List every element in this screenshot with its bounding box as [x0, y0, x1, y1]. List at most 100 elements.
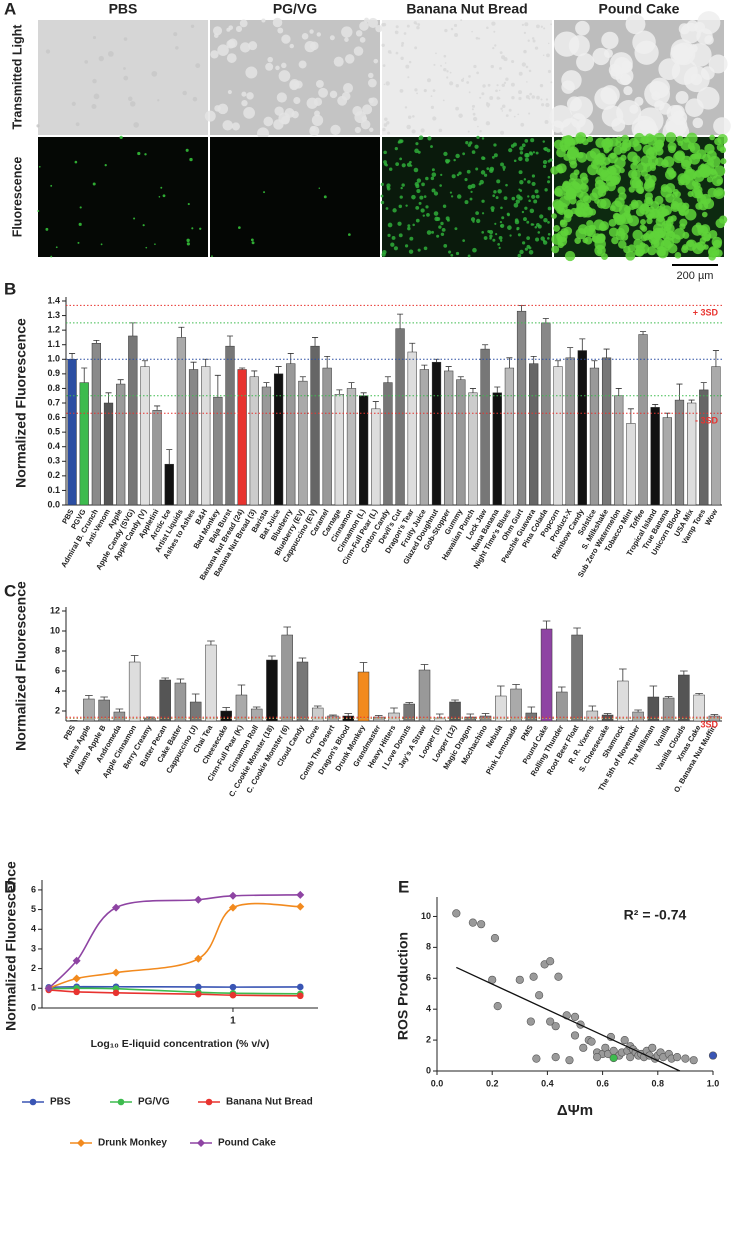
bar: [322, 367, 332, 506]
image-texture: [522, 241, 526, 245]
error-bar: [652, 404, 659, 408]
image-texture: [380, 200, 385, 205]
image-texture: [464, 178, 468, 182]
image-texture: [606, 181, 617, 192]
image-texture: [451, 174, 456, 179]
image-texture: [667, 216, 674, 223]
image-texture: [104, 164, 107, 167]
image-texture: [241, 91, 247, 97]
point: [72, 974, 81, 983]
image-texture: [537, 224, 542, 229]
image-texture: [79, 206, 82, 209]
bar: [152, 410, 162, 506]
image-texture: [380, 194, 384, 198]
image-texture: [587, 164, 599, 176]
micrograph: [550, 132, 728, 262]
image-texture: [507, 225, 512, 230]
image-texture: [412, 223, 415, 227]
image-texture: [420, 208, 425, 213]
bar: [237, 369, 247, 506]
image-texture: [482, 157, 486, 160]
y-axis-title: Normalized Fluorescence: [13, 318, 29, 488]
image-texture: [526, 244, 531, 249]
image-texture: [518, 71, 523, 76]
image-texture: [694, 169, 703, 178]
image-texture: [496, 96, 500, 100]
bar: [614, 395, 624, 506]
image-texture: [476, 135, 480, 140]
error-bar: [154, 405, 161, 411]
image-texture: [550, 81, 553, 84]
x-tick-label: 1.0: [707, 1078, 720, 1088]
image-texture: [199, 227, 202, 230]
point: [229, 983, 237, 991]
bar: [571, 634, 583, 722]
image-texture: [559, 219, 566, 226]
image-texture: [520, 122, 525, 127]
point: [44, 984, 53, 993]
image-texture: [660, 184, 669, 193]
image-texture: [45, 227, 49, 231]
image-texture: [431, 168, 435, 172]
image-texture: [661, 160, 669, 168]
image-texture: [619, 73, 632, 86]
image-texture: [277, 27, 284, 34]
legend-label: PBS: [50, 1097, 71, 1108]
image-texture: [582, 206, 594, 218]
point: [112, 968, 121, 977]
image-texture: [492, 194, 496, 198]
image-texture: [213, 26, 223, 36]
image-texture: [92, 182, 96, 186]
error-bar: [390, 707, 398, 713]
point: [452, 909, 461, 918]
image-texture: [422, 214, 425, 217]
image-texture: [521, 210, 525, 214]
error-bar: [359, 662, 368, 672]
image-texture: [442, 204, 447, 208]
image-texture: [386, 186, 391, 191]
image-texture: [481, 231, 485, 234]
image-texture: [189, 157, 193, 162]
image-texture: [493, 30, 496, 33]
x-axis-title: Log₁₀ E-liquid concentration (% v/v): [91, 1038, 270, 1050]
point: [565, 1056, 574, 1065]
image-texture: [359, 21, 369, 31]
image-texture: [470, 217, 476, 222]
image-texture: [478, 182, 482, 186]
image-texture: [545, 102, 550, 108]
image-texture: [427, 136, 432, 141]
image-texture: [683, 168, 695, 181]
image-texture: [318, 187, 321, 190]
image-texture: [512, 142, 517, 147]
image-texture: [185, 148, 189, 152]
image-texture: [530, 138, 535, 143]
error-bar: [542, 318, 549, 323]
image-texture: [456, 194, 462, 199]
image-texture: [534, 46, 539, 50]
image-texture: [519, 249, 524, 255]
image-texture: [462, 152, 466, 156]
image-texture: [405, 204, 408, 207]
image-texture: [449, 81, 454, 86]
image-texture: [709, 134, 715, 141]
bar: [553, 366, 563, 506]
image-texture: [251, 241, 255, 245]
bar: [98, 699, 110, 722]
image-texture: [648, 206, 655, 213]
image-texture: [415, 142, 419, 146]
image-texture: [405, 64, 410, 69]
y-tick-label: 0.9: [47, 368, 60, 378]
image-texture: [133, 217, 136, 220]
image-texture: [551, 245, 560, 254]
error-bar: [252, 706, 261, 709]
image-texture: [449, 71, 452, 74]
image-texture: [431, 230, 435, 234]
image-texture: [471, 30, 473, 33]
error-bar: [214, 374, 221, 398]
image-texture: [211, 255, 213, 258]
image-texture: [119, 135, 123, 139]
point: [620, 1035, 629, 1045]
image-texture: [639, 243, 650, 254]
image-texture: [536, 24, 540, 29]
image-texture: [497, 189, 502, 194]
